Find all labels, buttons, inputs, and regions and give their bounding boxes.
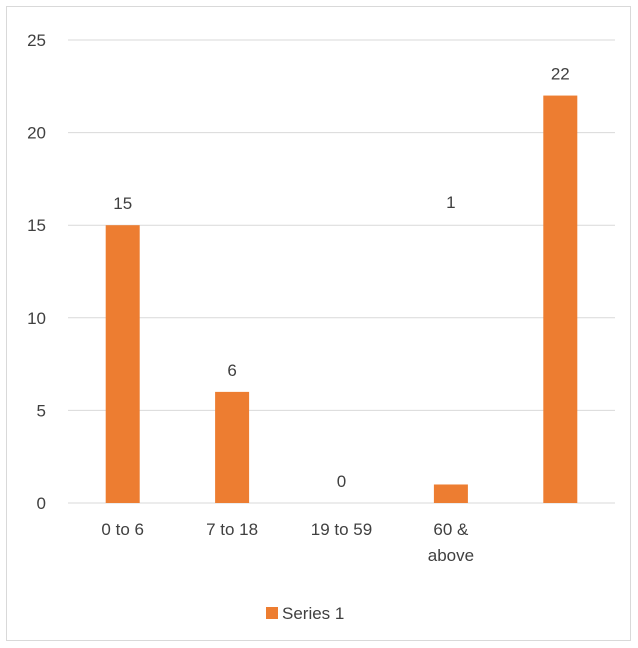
- gridlines: [68, 39, 615, 504]
- x-tick-label: 0 to 6: [101, 520, 144, 539]
- x-tick-label: 7 to 18: [206, 520, 258, 539]
- legend-swatch: [266, 607, 278, 619]
- bar: [215, 391, 250, 503]
- legend-label: Series 1: [282, 604, 344, 623]
- data-label: 0: [337, 472, 346, 491]
- bar: [105, 225, 140, 503]
- y-tick-label: 15: [27, 216, 46, 235]
- data-label: 1: [446, 193, 455, 212]
- x-tick-label: 60 & above: [428, 520, 474, 565]
- data-labels: 15 6 0 1 22: [113, 65, 570, 491]
- x-axis-ticks: 0 to 6 7 to 18 19 to 59 60 & above: [101, 520, 474, 565]
- x-tick-label: 19 to 59: [311, 520, 372, 539]
- y-tick-label: 10: [27, 309, 46, 328]
- data-label: 22: [551, 65, 570, 84]
- data-label: 6: [227, 361, 236, 380]
- y-tick-label: 0: [37, 494, 46, 513]
- y-axis-ticks: 0 5 10 15 20 25: [27, 31, 46, 513]
- y-tick-label: 20: [27, 124, 46, 143]
- y-tick-label: 25: [27, 31, 46, 50]
- y-tick-label: 5: [37, 401, 46, 420]
- legend: Series 1: [266, 604, 344, 623]
- bar: [433, 484, 468, 503]
- data-label: 15: [113, 194, 132, 213]
- bar: [543, 95, 578, 503]
- bars: [105, 95, 578, 503]
